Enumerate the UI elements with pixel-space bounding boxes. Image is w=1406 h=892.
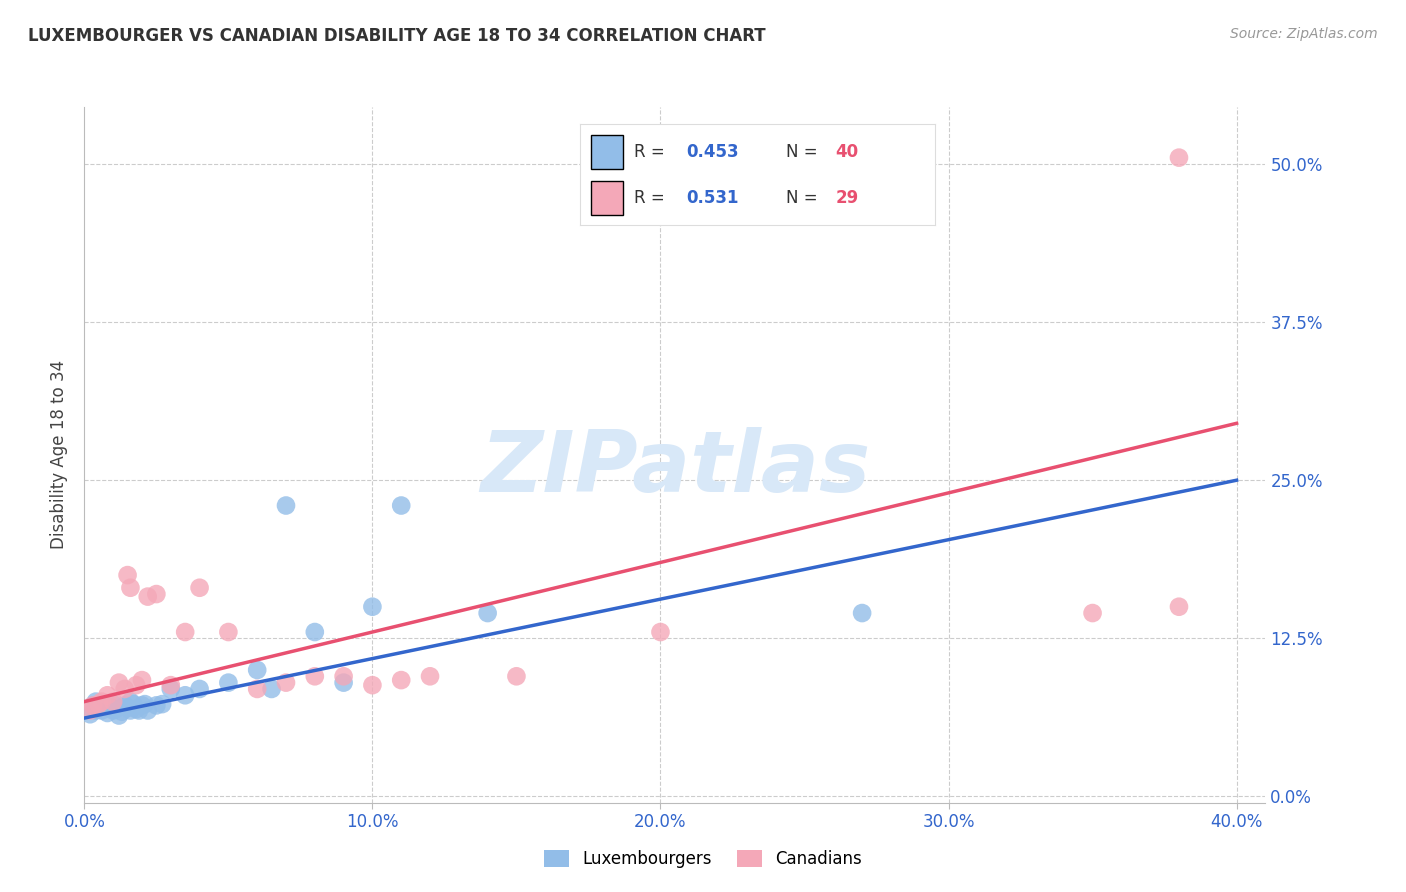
Point	[1168, 599, 1191, 614]
Point	[108, 708, 131, 723]
Text: Source: ZipAtlas.com: Source: ZipAtlas.com	[1230, 27, 1378, 41]
Text: N =: N =	[786, 189, 823, 207]
Point	[96, 688, 118, 702]
Point	[98, 699, 121, 714]
Point	[361, 599, 384, 614]
Point	[361, 678, 384, 692]
Point	[96, 706, 118, 720]
Point	[117, 568, 139, 582]
Text: 29: 29	[835, 189, 859, 207]
Point	[84, 695, 107, 709]
Point	[136, 590, 159, 604]
Point	[79, 703, 101, 717]
Point	[136, 703, 159, 717]
Point	[128, 703, 150, 717]
Point	[274, 675, 297, 690]
Point	[217, 625, 239, 640]
Text: ZIPatlas: ZIPatlas	[479, 427, 870, 510]
Text: LUXEMBOURGER VS CANADIAN DISABILITY AGE 18 TO 34 CORRELATION CHART: LUXEMBOURGER VS CANADIAN DISABILITY AGE …	[28, 27, 766, 45]
Point	[131, 673, 153, 687]
Point	[188, 581, 211, 595]
Point	[90, 697, 112, 711]
Point	[90, 695, 112, 709]
Point	[87, 697, 110, 711]
Point	[120, 703, 142, 717]
Point	[650, 625, 672, 640]
Y-axis label: Disability Age 18 to 34: Disability Age 18 to 34	[51, 360, 69, 549]
Point	[505, 669, 527, 683]
Point	[101, 703, 124, 717]
Point	[90, 703, 112, 717]
FancyBboxPatch shape	[591, 181, 623, 215]
Point	[117, 701, 139, 715]
Text: R =: R =	[634, 189, 669, 207]
Point	[114, 681, 136, 696]
Point	[1081, 606, 1104, 620]
Point	[122, 697, 145, 711]
Point	[93, 698, 115, 713]
Point	[134, 697, 156, 711]
Text: 40: 40	[835, 143, 859, 161]
Point	[246, 681, 269, 696]
Point	[125, 702, 148, 716]
Text: R =: R =	[634, 143, 669, 161]
Point	[79, 707, 101, 722]
Point	[304, 669, 326, 683]
Point	[84, 703, 107, 717]
Point	[108, 675, 131, 690]
Point	[131, 698, 153, 713]
Point	[419, 669, 441, 683]
Point	[174, 688, 197, 702]
Text: N =: N =	[786, 143, 823, 161]
Point	[332, 675, 354, 690]
Point	[145, 587, 167, 601]
Point	[477, 606, 499, 620]
Legend: Luxembourgers, Canadians: Luxembourgers, Canadians	[537, 843, 869, 875]
Point	[120, 695, 142, 709]
Point	[159, 678, 181, 692]
Point	[82, 698, 104, 713]
Point	[217, 675, 239, 690]
Point	[389, 673, 412, 687]
Point	[111, 705, 134, 719]
Point	[82, 698, 104, 713]
Point	[101, 697, 124, 711]
FancyBboxPatch shape	[591, 135, 623, 169]
Point	[188, 681, 211, 696]
Point	[101, 695, 124, 709]
Point	[304, 625, 326, 640]
Point	[87, 701, 110, 715]
Point	[150, 697, 173, 711]
Point	[145, 698, 167, 713]
Point	[389, 499, 412, 513]
Text: 0.531: 0.531	[686, 189, 740, 207]
Point	[246, 663, 269, 677]
Point	[120, 581, 142, 595]
Text: 0.453: 0.453	[686, 143, 740, 161]
Point	[1168, 151, 1191, 165]
Point	[332, 669, 354, 683]
Point	[159, 681, 181, 696]
Point	[125, 678, 148, 692]
Point	[851, 606, 873, 620]
Point	[260, 681, 283, 696]
Point	[174, 625, 197, 640]
Point	[274, 499, 297, 513]
Point	[114, 698, 136, 713]
Point	[105, 702, 128, 716]
